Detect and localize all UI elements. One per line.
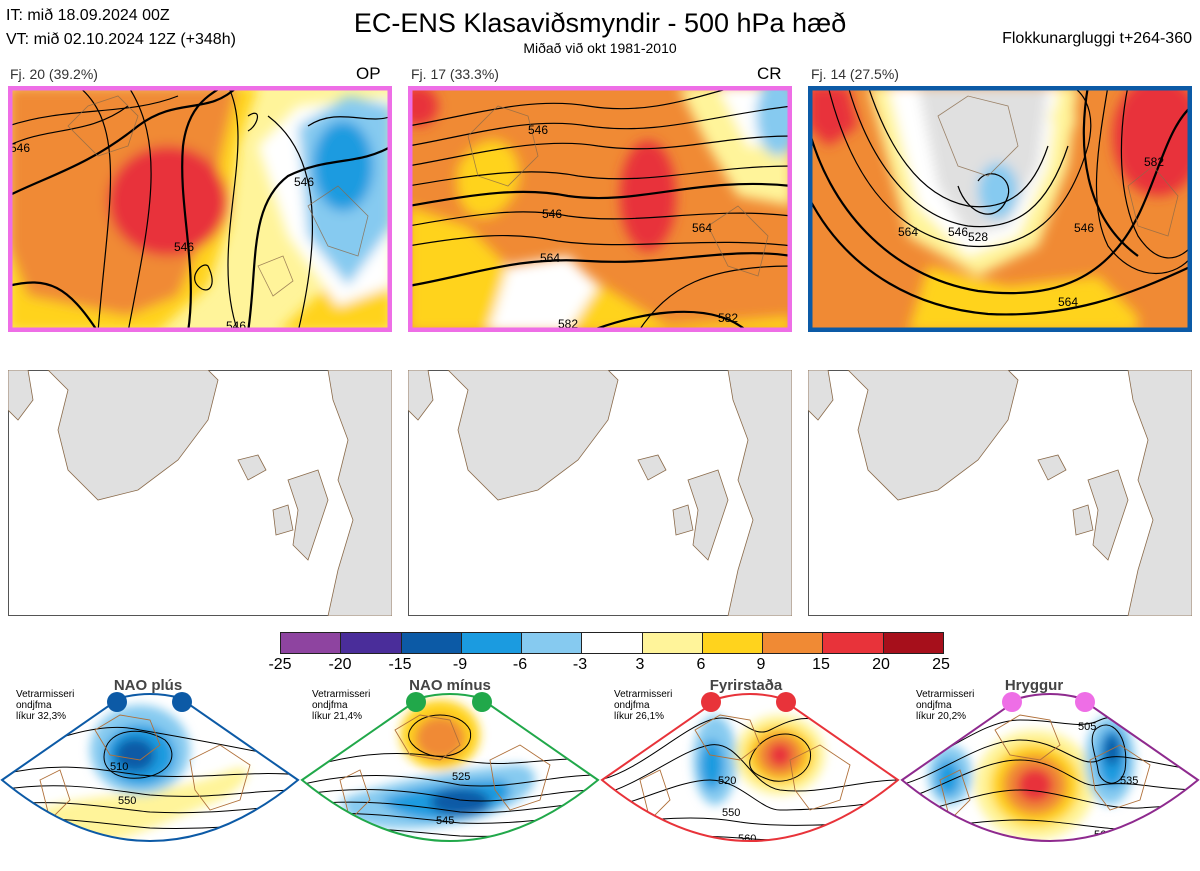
cluster-1-map: 546 546 546 546 xyxy=(8,86,392,332)
colorbar-tick: 20 xyxy=(872,656,890,673)
colorbar-swatch xyxy=(341,633,402,653)
contour-label: 564 xyxy=(1058,295,1078,309)
cluster-2-tag: CR xyxy=(757,64,782,83)
empty-map-2 xyxy=(408,370,792,616)
colorbar-swatch xyxy=(281,633,342,653)
regime-title: Fyrirstaða xyxy=(709,677,783,694)
colorbar-swatch xyxy=(642,633,703,653)
regime-marker xyxy=(472,692,492,712)
regime-title: Hryggur xyxy=(1004,677,1064,694)
contour-label: 546 xyxy=(948,225,968,239)
contour-label: 582 xyxy=(1144,155,1164,169)
regime-probability: Vetrarmisseri ondjfma líkur 21,4% xyxy=(312,689,371,722)
valid-time: VT: mið 02.10.2024 12Z (+348h) xyxy=(6,31,236,48)
colorbar-swatch xyxy=(522,633,583,653)
contour-label: 550 xyxy=(118,795,136,807)
contour-label: 550 xyxy=(722,807,740,819)
regime-title: NAO plús xyxy=(113,677,183,694)
regime-marker xyxy=(107,692,127,712)
colorbar-swatch xyxy=(823,633,884,653)
colorbar-swatch xyxy=(461,633,523,653)
colorbar-swatch xyxy=(883,633,943,653)
colorbar-swatch xyxy=(582,633,643,653)
regime-marker xyxy=(701,692,721,712)
regime-marker xyxy=(1002,692,1022,712)
colorbar-tick: 25 xyxy=(932,656,950,673)
regime-marker xyxy=(406,692,426,712)
initial-time: IT: mið 18.09.2024 00Z xyxy=(6,7,170,24)
contour-label: 546 xyxy=(174,240,194,254)
cluster-2-label: Fj. 17 (33.3%) xyxy=(411,66,499,82)
empty-map-1 xyxy=(8,370,392,616)
cluster-2-frame xyxy=(408,86,792,332)
contour-label: 565 xyxy=(446,851,464,863)
colorbar-tick: 3 xyxy=(635,656,645,673)
colorbar-swatch xyxy=(702,633,764,653)
regime-probability: Vetrarmisseri ondjfma líkur 20,2% xyxy=(916,689,975,722)
regime-probability: Vetrarmisseri ondjfma líkur 32,3% xyxy=(16,689,75,722)
regime-probability: Vetrarmisseri ondjfma líkur 26,1% xyxy=(614,689,673,722)
cluster-1-label: Fj. 20 (39.2%) xyxy=(10,66,98,82)
colorbar xyxy=(280,632,944,654)
cluster-1-tag: OP xyxy=(356,64,381,83)
contour-label: 560 xyxy=(738,833,756,845)
regime-map-blocking: 520 550 560 xyxy=(600,690,900,871)
contour-label: 525 xyxy=(452,771,470,783)
contour-label: 520 xyxy=(718,775,736,787)
cluster-3-label: Fj. 14 (27.5%) xyxy=(811,66,899,82)
empty-map-3 xyxy=(808,370,1192,616)
colorbar-tick: 6 xyxy=(696,656,706,673)
regime-marker xyxy=(776,692,796,712)
cluster-1-frame xyxy=(8,86,392,332)
contour-label: 546 xyxy=(542,207,562,221)
contour-label: 528 xyxy=(968,230,988,244)
colorbar-tick: -25 xyxy=(268,656,292,673)
contour-label: 546 xyxy=(294,175,314,189)
colorbar-tick: 15 xyxy=(812,656,830,673)
regime-marker xyxy=(1075,692,1095,712)
contour-label: 582 xyxy=(718,311,738,325)
contour-label: 510 xyxy=(110,761,128,773)
colorbar-swatch xyxy=(401,633,462,653)
colorbar-tick: -3 xyxy=(572,656,588,673)
contour-label: 535 xyxy=(1120,775,1138,787)
cluster-3-frame xyxy=(808,86,1192,332)
regime-map-ridge: 505 535 560 xyxy=(900,690,1200,871)
cluster-2-map: 546 546 564 564 582 582 xyxy=(408,86,792,332)
regime-map-nao-minus: 525 545 565 xyxy=(300,690,600,871)
colorbar-tick: 9 xyxy=(756,656,766,673)
colorbar-tick: -6 xyxy=(512,656,528,673)
page-subtitle: Miðað við okt 1981-2010 xyxy=(523,40,677,56)
contour-label: 546 xyxy=(528,123,548,137)
colorbar-tick: -20 xyxy=(328,656,352,673)
contour-label: 564 xyxy=(898,225,918,239)
colorbar-swatch xyxy=(763,633,824,653)
contour-label: 545 xyxy=(436,815,454,827)
classification-window: Flokkunargluggi t+264-360 xyxy=(1002,30,1192,47)
contour-label: 546 xyxy=(10,141,30,155)
colorbar-tick: -15 xyxy=(388,656,412,673)
contour-label: 505 xyxy=(1078,721,1096,733)
regime-map-nao-plus: 510 550 xyxy=(0,690,300,871)
header-info: IT: mið 18.09.2024 00Z VT: mið 02.10.202… xyxy=(6,4,236,52)
cluster-3-map: 546 528 546 564 564 582 xyxy=(808,86,1192,332)
colorbar-tick: -9 xyxy=(452,656,468,673)
contour-label: 564 xyxy=(540,251,560,265)
contour-label: 564 xyxy=(692,221,712,235)
regime-title: NAO mínus xyxy=(409,677,491,694)
regime-marker xyxy=(172,692,192,712)
contour-label: 546 xyxy=(1074,221,1094,235)
page-title: EC-ENS Klasaviðsmyndir - 500 hPa hæð xyxy=(353,8,847,38)
